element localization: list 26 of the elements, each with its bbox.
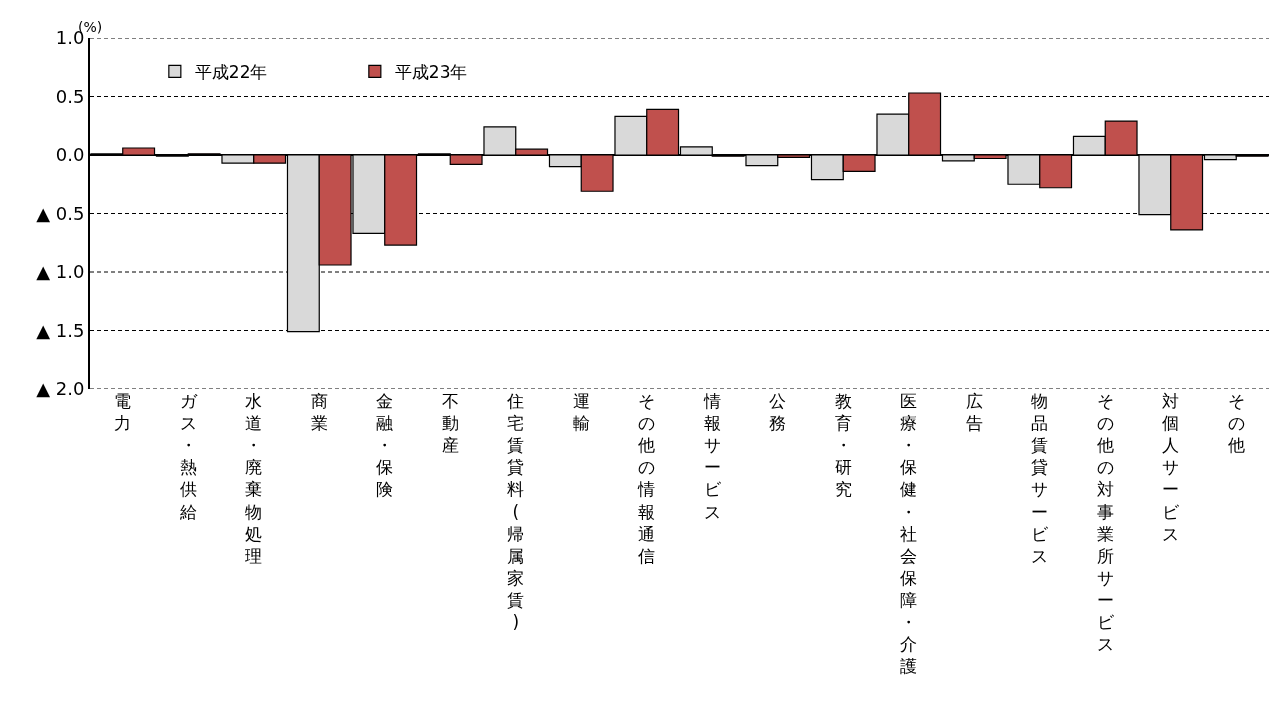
category-label: 住宅賃貸料(帰属家賃) xyxy=(507,391,525,632)
y-tick-label: 0.5 xyxy=(55,85,85,107)
x-tick-label: 商業 xyxy=(310,391,328,434)
category-label: その他の対事業所サービス xyxy=(1096,391,1114,655)
x-tick-label: 電力 xyxy=(114,391,132,434)
y-tick-label: ▲ 1.5 xyxy=(36,319,85,341)
legend-label: 平成22年 xyxy=(194,61,268,82)
x-tick-label: 公務 xyxy=(769,391,787,434)
x-tick-label: 運輸 xyxy=(572,391,590,434)
x-tick-label: 水道・廃棄物処理 xyxy=(245,391,263,566)
legend-label: 平成23年 xyxy=(394,61,468,82)
x-tick-label: その他 xyxy=(1227,391,1245,456)
y-tick-label: 0.0 xyxy=(55,144,85,166)
y-tick-label: ▲ 2.0 xyxy=(36,378,85,400)
x-tick-label: その他の情報通信 xyxy=(637,391,656,566)
y-tick-label: ▲ 1.0 xyxy=(36,261,85,283)
x-tick-label: 情報サービス xyxy=(702,391,722,522)
x-tick-label: ガス・熱供給 xyxy=(178,391,198,522)
y-tick-label: ▲ 0.5 xyxy=(36,202,85,224)
x-tick-label: 金融・保険 xyxy=(376,391,394,500)
x-tick-label: 不動産 xyxy=(441,391,459,456)
x-tick-label: 広告 xyxy=(965,391,983,434)
x-tick-label: 教育・研究 xyxy=(834,391,852,500)
x-tick-label: 物品賃貸サービス xyxy=(1031,391,1050,566)
category-label: 医療・保健・社会保障・介護 xyxy=(900,391,918,677)
x-tick-label: 対個人サービス xyxy=(1162,391,1181,544)
